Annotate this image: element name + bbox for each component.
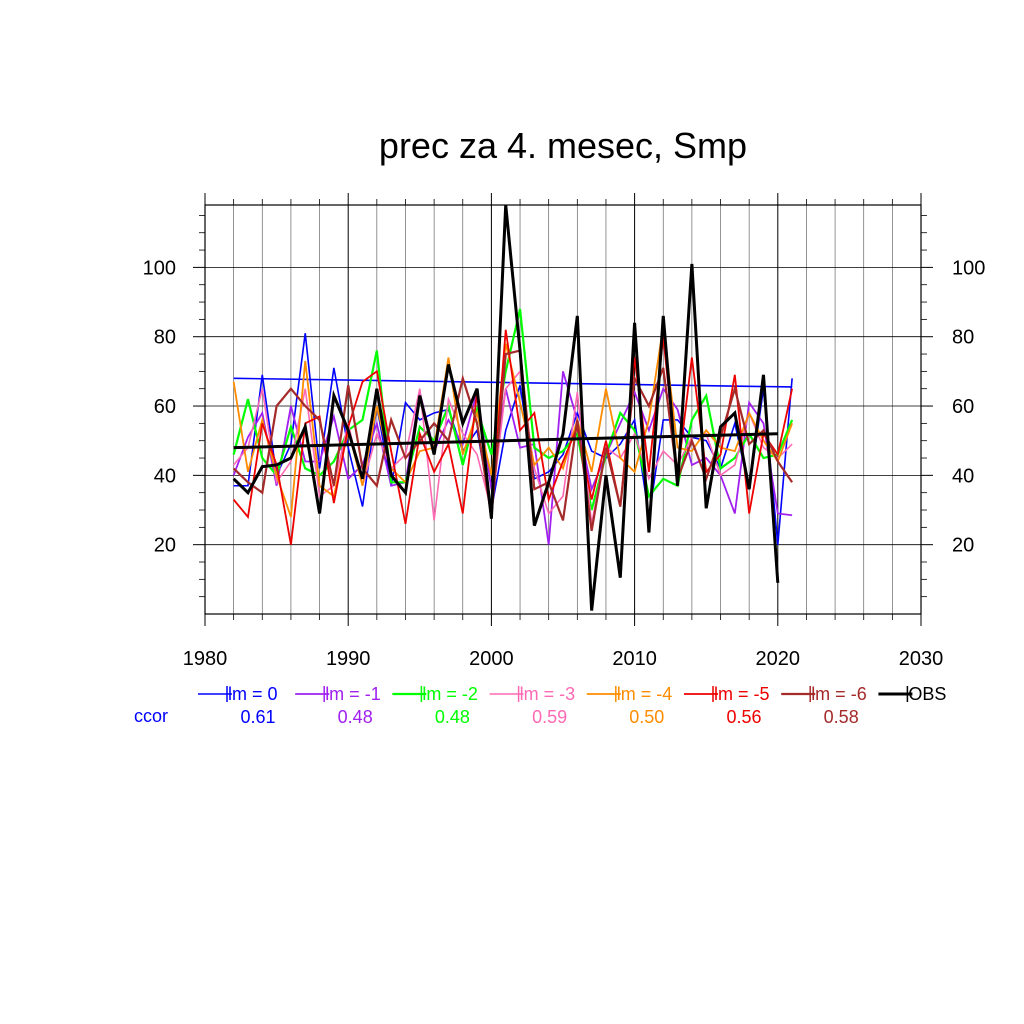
- y-tick-label-left: 20: [154, 535, 176, 557]
- ccor-value: 0.61: [240, 707, 275, 727]
- y-tick-label-right: 20: [952, 535, 974, 557]
- x-tick-label: 2010: [612, 648, 657, 670]
- x-tick-label: 1990: [326, 648, 371, 670]
- plot-frame: [204, 204, 922, 615]
- ccor-value: 0.50: [629, 707, 664, 727]
- y-tick-label-right: 60: [952, 396, 974, 418]
- ccor-value: 0.58: [824, 707, 859, 727]
- y-tick-label-right: 40: [952, 465, 974, 487]
- ccor-label: ccor: [134, 706, 168, 726]
- x-tick-label: 1980: [183, 648, 228, 670]
- legend-label: lm = -2: [422, 684, 478, 704]
- legend-label: lm = 0: [228, 684, 278, 704]
- y-tick-label-left: 40: [154, 465, 176, 487]
- legend-label: lm = -6: [811, 684, 867, 704]
- y-tick-label-left: 100: [143, 257, 176, 279]
- grid: [205, 205, 921, 614]
- x-tick-label: 2020: [756, 648, 801, 670]
- ccor-value: 0.59: [532, 707, 567, 727]
- legend-label: lm = -4: [617, 684, 673, 704]
- series-line-1: [232, 371, 793, 545]
- legend-label: lm = -3: [520, 684, 576, 704]
- x-tick-label: 2030: [899, 648, 944, 670]
- series-line-5: [232, 329, 793, 545]
- legend-label: lm = -5: [714, 684, 770, 704]
- series-lines: [232, 204, 794, 611]
- ccor-value: 0.48: [338, 707, 373, 727]
- legend-label: OBS: [908, 684, 946, 704]
- y-tick-label-right: 100: [952, 257, 985, 279]
- y-tick-label-left: 80: [154, 327, 176, 349]
- series-line-7: [232, 204, 780, 611]
- trend-line-7: [233, 432, 778, 450]
- x-tick-label: 2000: [469, 648, 514, 670]
- chart-title: prec za 4. mesec, Smp: [379, 125, 747, 166]
- legend: lm = 0 0.61 lm = -1 0.48 lm = -2 0.48 lm = -3 0…: [198, 684, 946, 727]
- series-line-0: [233, 333, 793, 545]
- ccor-value: 0.56: [726, 707, 761, 727]
- legend-label: lm = -1: [325, 684, 381, 704]
- y-tick-label-right: 80: [952, 327, 974, 349]
- y-tick-label-left: 60: [154, 396, 176, 418]
- ccor-value: 0.48: [435, 707, 470, 727]
- series-line-4: [232, 326, 793, 518]
